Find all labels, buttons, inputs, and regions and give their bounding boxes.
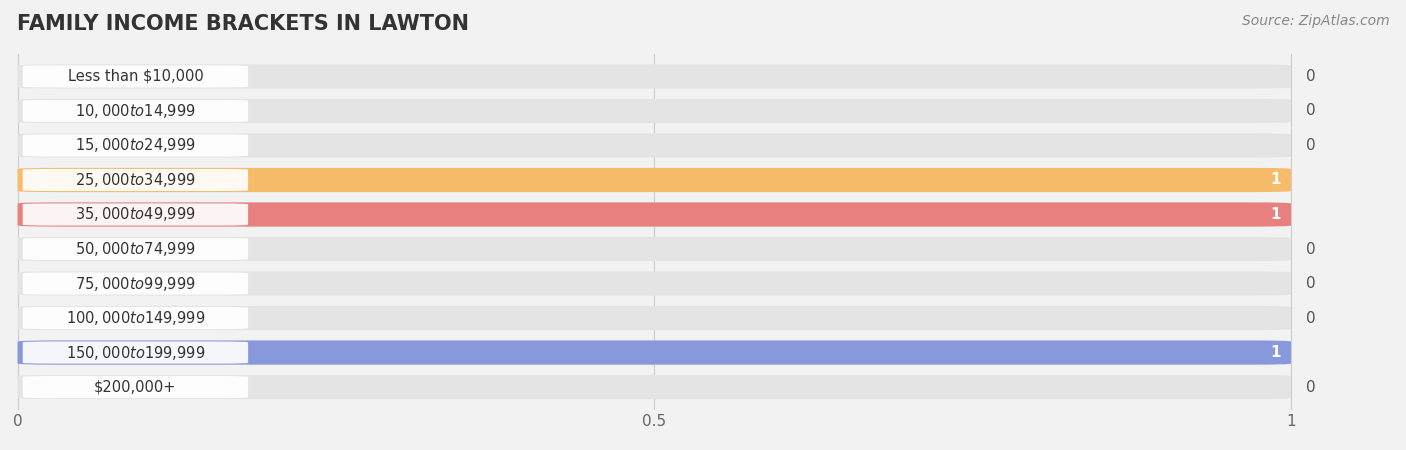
FancyBboxPatch shape [22,135,247,157]
Text: $150,000 to $199,999: $150,000 to $199,999 [66,343,205,361]
Text: Source: ZipAtlas.com: Source: ZipAtlas.com [1241,14,1389,27]
FancyBboxPatch shape [18,168,1291,192]
FancyBboxPatch shape [18,133,1291,158]
FancyBboxPatch shape [18,341,1291,364]
FancyBboxPatch shape [18,202,1291,226]
FancyBboxPatch shape [18,168,1291,192]
Text: 0: 0 [1306,276,1316,291]
Text: $15,000 to $24,999: $15,000 to $24,999 [75,136,195,154]
FancyBboxPatch shape [22,169,247,191]
FancyBboxPatch shape [18,306,1291,330]
Text: $50,000 to $74,999: $50,000 to $74,999 [75,240,195,258]
Text: $75,000 to $99,999: $75,000 to $99,999 [75,274,195,292]
Text: 0: 0 [1306,310,1316,325]
Text: Less than $10,000: Less than $10,000 [67,69,204,84]
FancyBboxPatch shape [22,238,247,260]
Text: 1: 1 [1270,207,1281,222]
FancyBboxPatch shape [22,273,247,295]
Text: $100,000 to $149,999: $100,000 to $149,999 [66,309,205,327]
Text: 0: 0 [1306,138,1316,153]
Text: $35,000 to $49,999: $35,000 to $49,999 [75,206,195,224]
Text: $10,000 to $14,999: $10,000 to $14,999 [75,102,195,120]
FancyBboxPatch shape [22,100,247,122]
Text: 0: 0 [1306,379,1316,395]
FancyBboxPatch shape [22,376,247,398]
Text: 1: 1 [1270,172,1281,188]
Text: $25,000 to $34,999: $25,000 to $34,999 [75,171,195,189]
FancyBboxPatch shape [22,307,247,329]
FancyBboxPatch shape [18,271,1291,296]
FancyBboxPatch shape [22,342,247,364]
Text: 0: 0 [1306,242,1316,256]
FancyBboxPatch shape [18,237,1291,261]
FancyBboxPatch shape [18,202,1291,226]
Text: FAMILY INCOME BRACKETS IN LAWTON: FAMILY INCOME BRACKETS IN LAWTON [17,14,468,33]
Text: $200,000+: $200,000+ [94,379,177,395]
FancyBboxPatch shape [22,65,247,87]
FancyBboxPatch shape [18,64,1291,89]
Text: 1: 1 [1270,345,1281,360]
FancyBboxPatch shape [18,99,1291,123]
Text: 0: 0 [1306,69,1316,84]
FancyBboxPatch shape [18,341,1291,364]
FancyBboxPatch shape [18,375,1291,399]
FancyBboxPatch shape [22,203,247,225]
Text: 0: 0 [1306,104,1316,118]
